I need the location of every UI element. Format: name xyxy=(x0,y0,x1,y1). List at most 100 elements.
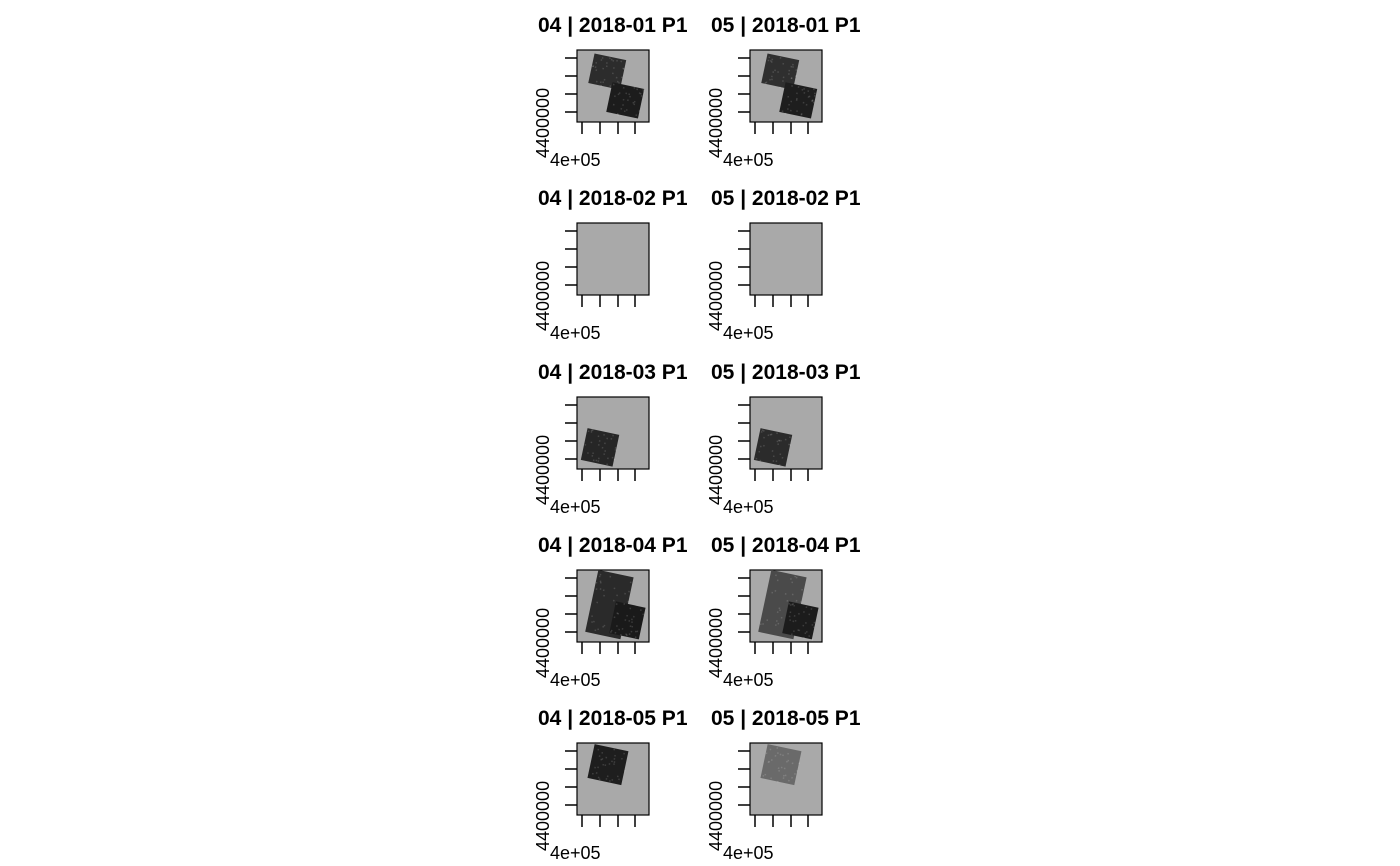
panel-title-clip: 04 | 2018-03 P1 xyxy=(525,361,697,387)
raster-speckle xyxy=(794,576,796,578)
raster-speckle xyxy=(633,87,635,89)
raster-speckle xyxy=(792,603,794,605)
raster-speckle xyxy=(773,455,775,457)
raster-speckle xyxy=(609,576,611,578)
raster-speckle xyxy=(591,615,593,617)
raster-speckle xyxy=(771,79,773,81)
raster-speckle xyxy=(766,752,768,754)
panel-title-clip: 04 | 2018-01 P1 xyxy=(525,14,697,40)
raster-speckle xyxy=(777,752,779,754)
raster-speckle xyxy=(591,431,593,433)
y-tick-label: 4400000 xyxy=(533,88,553,158)
raster-speckle xyxy=(766,619,768,621)
raster-speckle xyxy=(594,629,596,631)
panel-title-clip: 04 | 2018-02 P1 xyxy=(525,187,697,213)
raster-speckle xyxy=(599,778,601,780)
raster-speckle xyxy=(796,110,798,112)
raster-speckle xyxy=(616,612,618,614)
raster-speckle xyxy=(812,99,814,101)
raster-speckle xyxy=(792,762,794,764)
raster-speckle xyxy=(778,440,780,442)
raster-speckle xyxy=(787,108,789,110)
raster-speckle xyxy=(610,438,612,440)
raster-speckle xyxy=(597,749,599,751)
raster-speckle xyxy=(762,429,764,431)
raster-speckle xyxy=(779,87,781,89)
raster-speckle xyxy=(813,626,815,628)
raster-speckle xyxy=(811,639,813,641)
raster-speckle xyxy=(791,777,793,779)
panel-plot xyxy=(730,568,850,678)
raster-speckle xyxy=(803,88,805,90)
raster-speckle xyxy=(642,613,644,615)
raster-speckle xyxy=(783,777,785,779)
panel-title: 05 | 2018-04 P1 xyxy=(711,534,861,558)
raster-speckle xyxy=(796,600,798,602)
raster-speckle xyxy=(604,450,606,452)
panel-title: 05 | 2018-03 P1 xyxy=(711,361,861,385)
raster-speckle xyxy=(778,607,780,609)
raster-speckle xyxy=(620,634,622,636)
raster-speckle xyxy=(610,631,612,633)
raster-speckle xyxy=(591,442,593,444)
x-tick-label: 4e+05 xyxy=(550,670,601,690)
raster-speckle xyxy=(604,764,606,766)
raster-speckle xyxy=(775,574,777,576)
raster-speckle xyxy=(803,611,805,613)
raster-speckle xyxy=(811,608,813,610)
raster-speckle xyxy=(762,623,764,625)
raster-speckle xyxy=(624,770,626,772)
y-tick-label: 4400000 xyxy=(533,435,553,505)
raster-speckle xyxy=(617,114,619,116)
panel-title: 05 | 2018-05 P1 xyxy=(711,707,861,731)
raster-speckle xyxy=(629,96,631,98)
raster-speckle xyxy=(606,65,608,67)
raster-speckle xyxy=(626,615,628,617)
x-tick-label: 4e+05 xyxy=(723,497,774,517)
raster-speckle xyxy=(614,616,616,618)
raster-speckle xyxy=(798,762,800,764)
raster-speckle xyxy=(624,593,626,595)
panel-title-clip: 05 | 2018-01 P1 xyxy=(697,14,872,40)
raster-speckle xyxy=(782,110,784,112)
raster-speckle xyxy=(802,89,804,91)
raster-speckle xyxy=(600,588,602,590)
raster-speckle xyxy=(780,440,782,442)
raster-speckle xyxy=(778,465,780,467)
panel-title: 05 | 2018-01 P1 xyxy=(711,14,861,38)
raster-speckle xyxy=(788,603,790,605)
raster-speckle xyxy=(772,450,774,452)
raster-speckle xyxy=(801,589,803,591)
raster-speckle xyxy=(813,88,815,90)
raster-speckle xyxy=(798,613,800,615)
raster-speckle xyxy=(763,445,765,447)
raster-speckle xyxy=(775,755,777,757)
raster-speckle xyxy=(591,430,593,432)
raster-speckle xyxy=(621,758,623,760)
raster-speckle xyxy=(789,436,791,438)
panel-background xyxy=(577,223,649,295)
raster-speckle xyxy=(602,764,604,766)
raster-speckle xyxy=(788,73,790,75)
raster-speckle xyxy=(609,85,611,87)
raster-speckle xyxy=(779,609,781,611)
raster-speckle xyxy=(613,67,615,69)
raster-speckle xyxy=(790,604,792,606)
raster-speckle xyxy=(622,104,624,106)
raster-speckle xyxy=(598,435,600,437)
raster-speckle xyxy=(603,595,605,597)
raster-speckle xyxy=(791,581,793,583)
raster-speckle xyxy=(628,93,630,95)
raster-speckle xyxy=(756,458,758,460)
raster-speckle xyxy=(775,624,777,626)
raster-speckle xyxy=(601,59,603,61)
raster-speckle xyxy=(775,590,777,592)
raster-speckle xyxy=(796,577,798,579)
raster-speckle xyxy=(806,631,808,633)
raster-speckle xyxy=(600,81,602,83)
raster-speckle xyxy=(606,62,608,64)
raster-speckle xyxy=(628,620,630,622)
raster-speckle xyxy=(609,57,611,59)
raster-speckle xyxy=(616,60,618,62)
